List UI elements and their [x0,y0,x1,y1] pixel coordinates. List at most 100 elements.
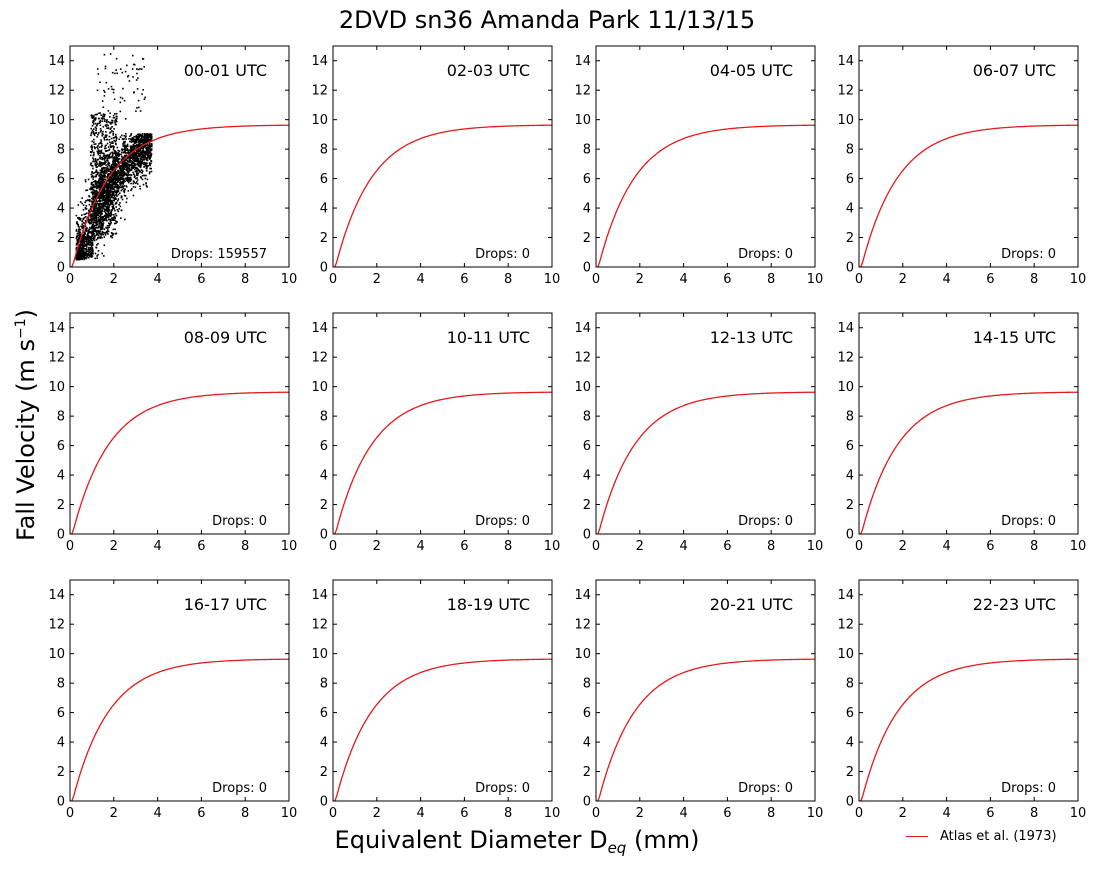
drop-point [110,121,113,124]
drop-point [108,204,111,207]
drop-point [99,223,101,225]
drop-point [133,146,135,148]
drop-point [79,231,81,233]
drop-point [103,190,106,192]
y-tick-label: 14 [574,588,591,603]
drop-point [85,244,87,246]
drop-point [150,149,152,152]
drop-point [120,160,123,162]
drop-point [146,133,148,135]
atlas-fit-line [596,658,815,801]
drop-point [142,149,144,152]
drop-point [103,203,105,206]
drop-point [123,141,125,143]
drop-point [121,149,124,152]
drop-point [106,193,109,195]
drop-point [109,112,111,114]
y-tick-label: 6 [583,439,591,454]
x-tick-label: 2 [899,806,907,821]
drop-point [95,204,97,206]
drop-point [142,89,144,91]
drop-point [104,124,107,127]
drop-point [106,176,108,178]
drop-point [142,183,145,186]
drop-point [119,174,121,177]
drop-point [77,249,80,251]
drop-point [99,112,101,114]
atlas-fit-line [859,658,1078,801]
drop-point [110,191,112,193]
drop-point [82,204,85,206]
drop-point [95,207,98,210]
drop-point [90,205,92,208]
drop-point [97,242,99,245]
drop-point [117,160,119,163]
drop-point [120,167,123,170]
drop-point [93,143,96,145]
drop-point [128,80,131,82]
y-tick-label: 14 [311,588,328,603]
drop-point [115,174,117,176]
drop-point [81,214,83,216]
drop-point [115,119,117,122]
drop-point [87,234,89,237]
drop-point [90,245,93,248]
x-tick-label: 2 [636,272,644,287]
drop-point [126,143,129,146]
drop-point [150,138,153,140]
drop-point [109,141,111,144]
drop-point [110,178,113,180]
drop-point [123,135,126,137]
drop-point [76,223,79,225]
drop-point [96,124,98,127]
drop-point [125,169,128,172]
drop-point [100,186,102,188]
drop-point [141,147,144,149]
drop-point [132,186,135,188]
y-tick-label: 12 [48,84,65,99]
drop-point [95,131,98,134]
drop-point [109,189,112,192]
drop-point [125,185,127,187]
y-tick-label: 10 [311,380,328,395]
y-tick-label: 14 [311,54,328,69]
drop-point [116,175,118,178]
drop-point [75,230,78,232]
drop-point [118,175,120,177]
drop-point [78,232,80,234]
drop-point [93,196,96,198]
drop-point [117,198,120,200]
drop-point [120,174,123,176]
panel-time-label: 22-23 UTC [973,595,1056,614]
drop-point [122,178,125,181]
drop-point [99,157,101,160]
drop-point [96,171,98,173]
drop-point [104,113,106,116]
drop-point [93,232,95,235]
drop-point [143,140,145,143]
y-tick-label: 2 [583,498,591,513]
drop-point [92,120,95,122]
drop-point [98,146,101,148]
drop-point [100,146,103,148]
drop-point [119,173,121,176]
y-tick-label: 8 [320,677,328,692]
drop-point [104,218,106,220]
drop-point [139,166,142,168]
drop-point [79,232,82,234]
drop-point [146,153,149,156]
drop-point [134,186,137,188]
drop-point [129,159,132,162]
drop-point [147,150,149,153]
drop-point [114,175,116,177]
drop-point [110,164,113,166]
drop-point [97,237,99,240]
drop-point [120,162,123,164]
drop-point [137,145,140,147]
y-tick-label: 0 [846,261,854,276]
drop-point [103,236,106,238]
drop-point [144,134,146,136]
drop-point [98,222,101,224]
drop-point [101,220,104,222]
drop-point [114,196,116,199]
